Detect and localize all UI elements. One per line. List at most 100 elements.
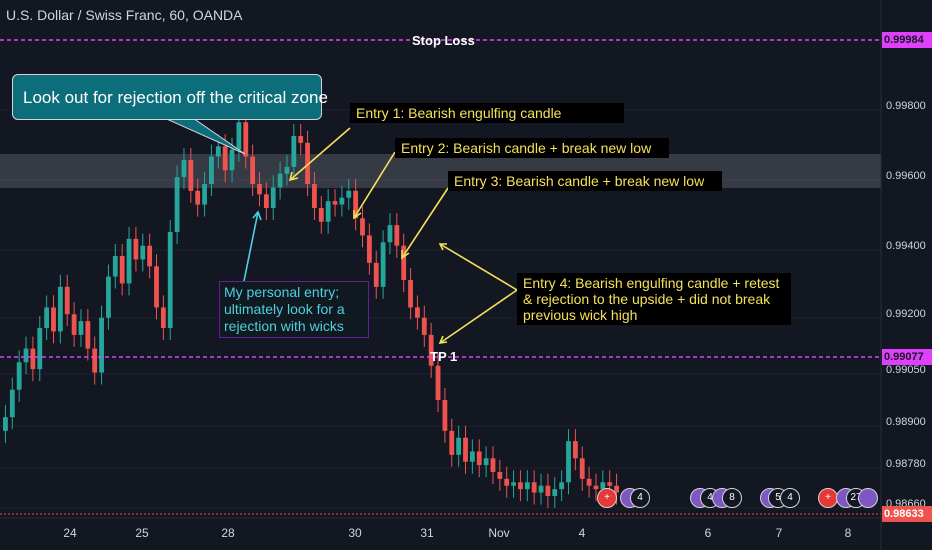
event-count-badge[interactable]: 8 xyxy=(722,488,742,508)
candle-body xyxy=(243,122,249,157)
candle-body xyxy=(30,348,36,370)
candle-body xyxy=(325,201,331,222)
symbol-title: U.S. Dollar / Swiss Franc, 60, OANDA xyxy=(6,7,243,23)
candle-body xyxy=(456,437,462,455)
candle-body xyxy=(160,307,166,328)
candle-body xyxy=(298,136,304,143)
candle-body xyxy=(346,190,352,198)
entry2-note[interactable]: Entry 2: Bearish candle + break new low xyxy=(395,138,669,158)
stop-loss-price-tag: 0.99984 xyxy=(882,32,932,48)
candle-body xyxy=(607,482,613,486)
us-flag-icon[interactable] xyxy=(858,488,878,508)
candle-body xyxy=(64,286,70,315)
candle-body xyxy=(353,190,359,219)
entry3-arrowhead xyxy=(401,250,410,260)
candle-body xyxy=(504,478,510,486)
candle-body xyxy=(360,218,365,236)
critical-resistance-zone xyxy=(0,154,881,188)
candle-body xyxy=(195,190,201,205)
personal-entry-arrow xyxy=(243,211,259,282)
candle-body xyxy=(154,266,159,308)
candle-body xyxy=(16,362,22,390)
candle-body xyxy=(188,160,194,191)
candle-body xyxy=(215,146,221,157)
personal-line3: rejection with wicks xyxy=(224,318,344,334)
entry1-note[interactable]: Entry 1: Bearish engulfing candle xyxy=(350,103,624,123)
candle-body xyxy=(51,307,56,332)
candle-body xyxy=(380,242,386,287)
candle-body xyxy=(71,314,77,335)
candle-body xyxy=(147,245,153,267)
candle-body xyxy=(387,225,393,243)
candle-body xyxy=(415,307,420,318)
candle-body xyxy=(373,262,379,287)
candle-body xyxy=(270,187,276,208)
candle-body xyxy=(552,489,558,496)
candle-body xyxy=(449,430,455,455)
candle-body xyxy=(428,334,434,366)
price-tick: 0.99600 xyxy=(886,170,926,182)
entry3-note[interactable]: Entry 3: Bearish candle + break new low xyxy=(448,171,722,191)
candle-body xyxy=(174,177,180,232)
candle-body xyxy=(277,173,283,188)
tp1-price-tag: 0.99077 xyxy=(882,349,932,365)
candle-body xyxy=(133,238,139,260)
candle-body xyxy=(37,328,43,370)
candle-body xyxy=(291,136,297,167)
candle-body xyxy=(435,365,441,400)
entry4-arrowhead-up xyxy=(438,243,447,251)
entry2-arrow xyxy=(353,151,396,219)
candle-body xyxy=(524,482,530,490)
entry4-arrow-down xyxy=(439,289,518,344)
candle-body xyxy=(401,245,407,280)
candle-body xyxy=(3,417,8,431)
price-tick: 0.99400 xyxy=(886,240,926,252)
candle-body xyxy=(140,245,146,260)
candle-body xyxy=(394,225,400,246)
swiss-flag-icon[interactable]: + xyxy=(597,488,617,508)
critical-zone-callout[interactable]: Look out for rejection off the critical … xyxy=(12,74,328,120)
personal-entry-note[interactable]: My personal entry; ultimately look for a… xyxy=(219,281,369,338)
event-count-badge[interactable]: 4 xyxy=(630,488,650,508)
candle-body xyxy=(531,482,537,493)
candle-body xyxy=(23,348,29,363)
candle-body xyxy=(312,184,317,208)
candle-body xyxy=(559,482,565,490)
candle-body xyxy=(229,149,235,171)
entry4-arrowhead-down xyxy=(438,335,448,344)
candle-body xyxy=(572,441,578,459)
candle-body xyxy=(92,348,98,373)
candle-body xyxy=(181,160,187,178)
time-tick: 28 xyxy=(221,526,235,540)
time-tick: 7 xyxy=(775,526,783,540)
candle-body xyxy=(408,280,413,308)
candle-body xyxy=(339,197,345,205)
candle-body xyxy=(421,317,427,335)
candle-body xyxy=(490,458,496,472)
candle-body xyxy=(236,122,242,150)
candle-body xyxy=(511,482,516,486)
candle-body xyxy=(463,437,468,462)
candle-body xyxy=(332,201,338,205)
candle-body xyxy=(57,286,63,332)
time-tick: 6 xyxy=(704,526,712,540)
candle-body xyxy=(476,451,482,466)
event-count-badge[interactable]: 4 xyxy=(780,488,800,508)
candle-body xyxy=(483,458,489,466)
entry1-arrowhead xyxy=(288,171,299,182)
candle-body xyxy=(126,238,132,284)
time-tick: 25 xyxy=(135,526,149,540)
swiss-flag-icon[interactable]: + xyxy=(818,488,838,508)
time-tick: 8 xyxy=(844,526,852,540)
entry4-note[interactable]: Entry 4: Bearish engulfing candle + rete… xyxy=(517,273,791,325)
candle-body xyxy=(614,485,619,493)
candle-body xyxy=(44,307,50,328)
candle-body xyxy=(112,256,118,277)
personal-line2: ultimately look for a xyxy=(224,301,345,317)
candle-body xyxy=(545,485,551,496)
candle-body xyxy=(469,451,475,462)
candle-body xyxy=(85,321,91,349)
entry3-arrow xyxy=(401,187,449,259)
